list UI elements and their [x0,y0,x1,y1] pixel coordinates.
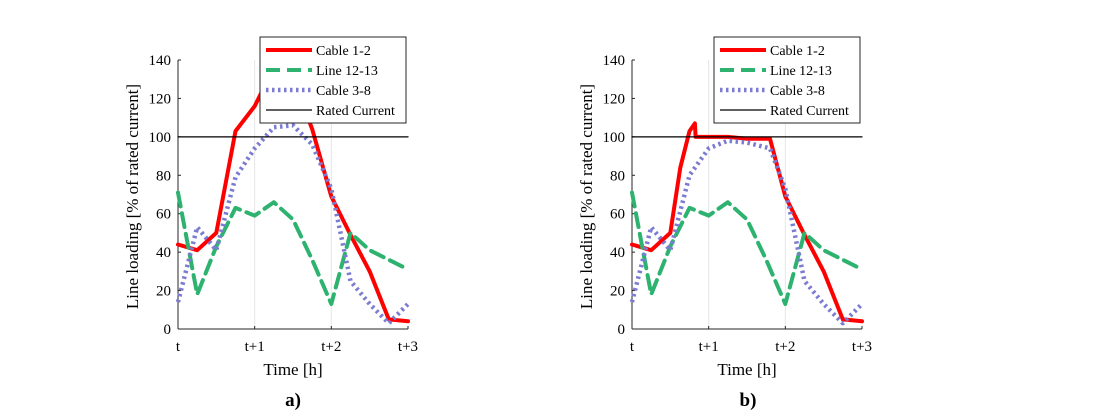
series-line-2 [630,190,864,306]
legend-label: Cable 3-8 [770,84,825,99]
legend-label: Rated Current [316,104,395,119]
series-line-3 [175,123,410,326]
x-tick-label: t [176,339,181,355]
legend-label: Line 12-13 [770,64,832,79]
y-tick-label: 60 [610,207,625,223]
x-tick-label: t+1 [699,339,719,355]
y-axis-label: Line loading [% of rated current] [123,84,142,309]
chart-panel-2: 0 20 40 60 80 100 120 140 t t+1 t+2 t+3 Time [h] Line… [577,36,872,411]
series-line-3 [629,138,864,326]
legend: Cable 1-2 Line 12-13 Cable 3-8 Rated Curren… [259,36,407,124]
y-tick-label: 140 [149,53,172,69]
legend-label: Rated Current [770,104,849,119]
x-tick-label: t+1 [245,339,265,355]
y-tick-label: 20 [610,284,625,300]
y-tick-label: 40 [610,245,625,261]
y-tick-label: 100 [603,130,626,146]
x-tick-label: t+3 [852,339,872,355]
x-tick-label: t+3 [398,339,418,355]
y-tick-label: 140 [603,53,626,69]
chart-panel-1: 0 20 40 60 80 100 120 140 t t+1 t+2 t+3 Time [h] Line… [123,36,418,411]
y-tick-label: 80 [156,168,171,184]
legend-label: Line 12-13 [316,64,378,79]
y-tick-label: 120 [603,91,626,107]
y-tick-label: 0 [164,322,172,338]
legend-label: Cable 1-2 [316,44,371,59]
y-tick-label: 120 [149,91,172,107]
legend-label: Cable 3-8 [316,84,371,99]
y-tick-label: 80 [610,168,625,184]
legend: Cable 1-2 Line 12-13 Cable 3-8 Rated Curren… [713,36,861,124]
x-tick-label: t+2 [775,339,795,355]
panel-label: b) [740,390,757,411]
series-line-2 [176,190,410,306]
y-tick-label: 40 [156,245,171,261]
y-tick-label: 100 [149,130,172,146]
panel-label: a) [285,390,301,411]
series-line-1 [630,121,864,324]
y-tick-label: 60 [156,207,171,223]
x-axis-label: Time [h] [717,360,776,379]
legend-label: Cable 1-2 [770,44,825,59]
y-axis-label: Line loading [% of rated current] [577,84,596,309]
x-tick-label: t+2 [321,339,341,355]
y-tick-label: 0 [618,322,626,338]
x-axis-label: Time [h] [263,360,322,379]
x-tick-label: t [630,339,635,355]
y-tick-label: 20 [156,284,171,300]
